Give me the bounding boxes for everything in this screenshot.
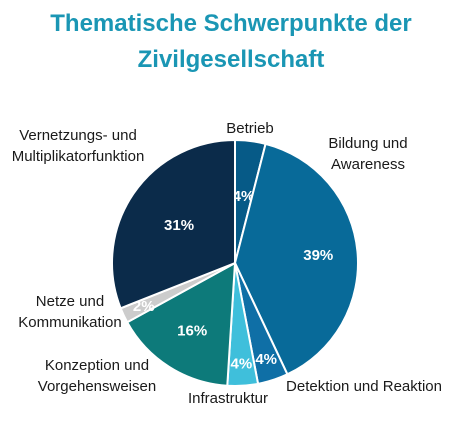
slice-category-label: Betrieb xyxy=(226,120,274,137)
slice-category-label: Vorgehensweisen xyxy=(38,378,156,395)
slice-category-label: Kommunikation xyxy=(18,314,121,331)
chart-title-line-1: Thematische Schwerpunkte der xyxy=(50,10,412,37)
slice-percent-label: 16% xyxy=(177,323,207,340)
chart-title-line-2: Zivilgesellschaft xyxy=(137,46,325,73)
slice-category-label: Multiplikatorfunktion xyxy=(12,148,145,165)
slice-category-label: Bildung und xyxy=(328,135,407,152)
slice-percent-label: 4% xyxy=(230,356,252,373)
slice-percent-label: 4% xyxy=(255,351,277,368)
slice-category-label: Netze und xyxy=(36,293,104,310)
slice-percent-label: 31% xyxy=(164,217,194,234)
slice-category-label: Konzeption und xyxy=(45,357,149,374)
pie-slice xyxy=(111,138,236,310)
slice-category-label: Vernetzungs- und xyxy=(19,127,137,144)
slice-category-label: Awareness xyxy=(331,156,405,173)
pie-slice xyxy=(233,142,359,376)
slice-percent-label: 39% xyxy=(303,247,333,264)
slice-category-label: Detektion und Reaktion xyxy=(286,378,442,395)
slice-percent-label: 4% xyxy=(233,188,255,205)
slice-category-label: Infrastruktur xyxy=(188,390,268,407)
pie-slice xyxy=(125,261,237,387)
